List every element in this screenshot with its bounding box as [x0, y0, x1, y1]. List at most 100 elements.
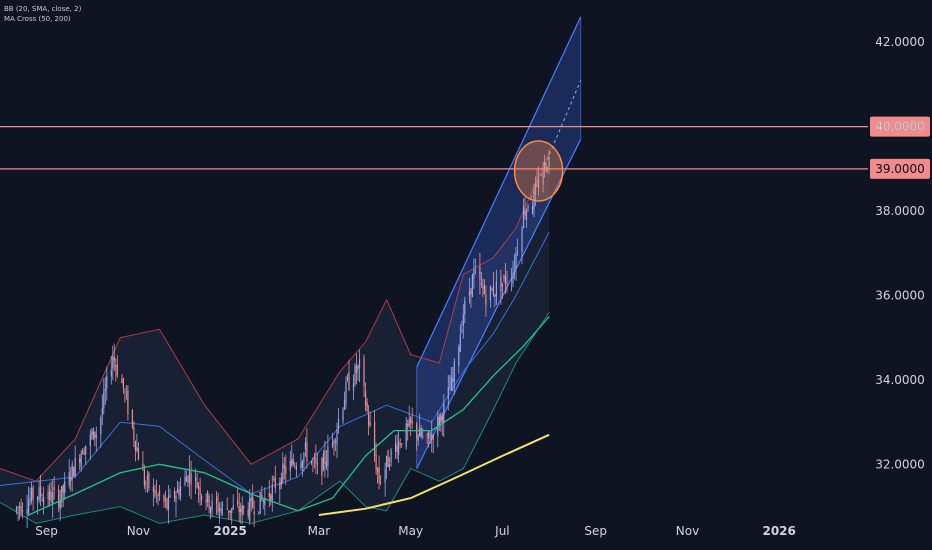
- candle-body: [453, 361, 455, 382]
- candle-body: [450, 376, 452, 390]
- candle-body: [238, 506, 240, 513]
- candle-body: [407, 423, 409, 426]
- candle-body: [441, 416, 443, 423]
- channel-area: [416, 16, 581, 469]
- candle-body: [316, 463, 318, 465]
- candle-body: [492, 285, 494, 295]
- legend-ma-cross[interactable]: MA Cross (50, 200): [4, 15, 71, 23]
- candle-body: [95, 434, 97, 439]
- candle-body: [187, 476, 189, 483]
- candle-body: [491, 289, 493, 290]
- candle-body: [536, 182, 538, 184]
- candle-body: [240, 508, 242, 512]
- candle-body: [121, 378, 123, 383]
- candle-body: [131, 410, 133, 427]
- x-tick-label: Nov: [127, 524, 150, 538]
- level-badge-label-2: 39.0000: [875, 162, 925, 176]
- candle-body: [408, 419, 410, 427]
- candle-body: [510, 279, 513, 281]
- candle-body: [190, 473, 192, 485]
- candle-body: [482, 286, 484, 289]
- time-axis[interactable]: Sep Nov 2025 Mar May Jul Sep Nov 2026: [35, 524, 796, 538]
- candle-body: [259, 492, 261, 514]
- candle-body: [500, 276, 502, 292]
- candle-body: [494, 294, 496, 297]
- candle-body: [85, 445, 87, 454]
- candle-body: [386, 456, 388, 467]
- candle-body: [279, 482, 281, 490]
- candle-body: [100, 416, 102, 435]
- candle-body: [59, 500, 61, 510]
- candle-body: [458, 346, 460, 366]
- candle-body: [470, 288, 472, 295]
- candle-body: [176, 488, 179, 493]
- candle-body: [506, 282, 508, 284]
- candle-body: [167, 496, 170, 511]
- candle-body: [327, 446, 329, 466]
- candle-body: [273, 479, 275, 480]
- candle-body: [211, 500, 213, 510]
- candle-body: [303, 452, 305, 463]
- candle-body: [345, 381, 347, 404]
- candle-body: [342, 409, 344, 422]
- regression-channel[interactable]: [416, 16, 582, 469]
- candle-body: [31, 488, 33, 501]
- candle-body: [205, 500, 207, 503]
- candle-body: [513, 267, 516, 269]
- candle-body: [426, 434, 428, 435]
- candle-body: [241, 505, 243, 516]
- y-tick-label: 34.0000: [875, 373, 925, 387]
- candle-body: [473, 269, 475, 279]
- candle-body: [419, 427, 421, 437]
- highlight-circle-group[interactable]: [513, 140, 564, 202]
- candle-body: [125, 393, 127, 395]
- candle-body: [515, 252, 517, 269]
- candle-body: [527, 205, 529, 210]
- candle-body: [228, 510, 230, 513]
- candle-body: [334, 440, 337, 442]
- x-tick-label: Sep: [584, 524, 607, 538]
- candle-body: [116, 365, 118, 376]
- candle-body: [363, 357, 365, 386]
- candle-body: [522, 207, 525, 228]
- candle-body: [80, 453, 82, 468]
- candle-body: [137, 448, 139, 460]
- candle-body: [301, 460, 303, 468]
- candle-body: [152, 487, 154, 492]
- x-tick-label: Mar: [308, 524, 331, 538]
- candle-body: [258, 511, 260, 513]
- candle-body: [429, 441, 431, 443]
- legend-bb[interactable]: BB (20, SMA, close, 2): [4, 5, 82, 13]
- candle-body: [232, 505, 234, 509]
- candle-body: [50, 492, 52, 502]
- candle-body: [468, 292, 470, 296]
- candle-body: [220, 507, 222, 513]
- x-tick-label: Jul: [494, 524, 509, 538]
- level-badge-2: [870, 158, 930, 179]
- candle-body: [188, 469, 191, 484]
- candle-body: [17, 507, 19, 509]
- candle-body: [377, 468, 379, 473]
- candle-body: [428, 431, 430, 439]
- horizontal-levels[interactable]: 40.0000 39.0000: [0, 116, 930, 179]
- candle-body: [333, 440, 335, 444]
- bollinger-basis-line: [0, 231, 550, 495]
- candle-body: [222, 504, 224, 506]
- candle-body: [389, 464, 391, 467]
- candle-body: [110, 370, 112, 377]
- candle-body: [62, 485, 64, 493]
- candle-body: [355, 365, 358, 374]
- candle-body: [164, 498, 167, 501]
- candle-body: [544, 161, 546, 170]
- candle-body: [40, 486, 42, 497]
- candle-body: [516, 251, 519, 253]
- candle-body: [322, 453, 324, 471]
- candle-body: [231, 508, 233, 513]
- candle-body: [71, 464, 73, 480]
- x-tick-label: May: [398, 524, 423, 538]
- price-axis[interactable]: 42.0000 40.0000 38.0000 36.0000 34.0000 32.00…: [875, 35, 925, 471]
- candle-body: [20, 506, 22, 514]
- x-tick-label: Sep: [35, 524, 58, 538]
- candle-body: [208, 495, 210, 509]
